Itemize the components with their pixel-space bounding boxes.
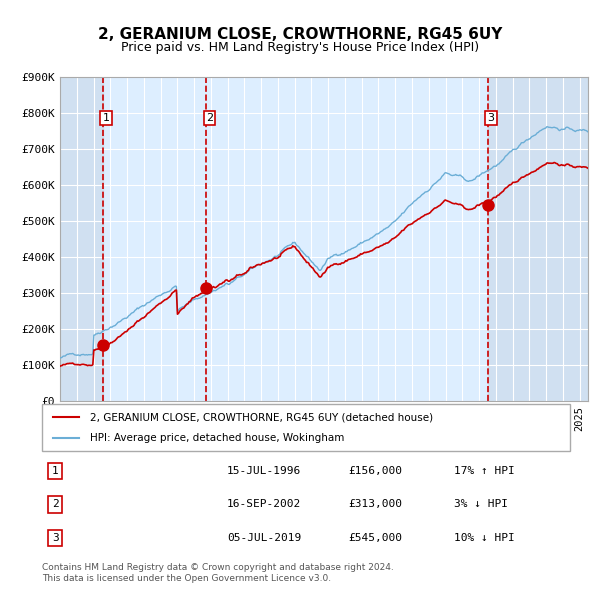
Text: £156,000: £156,000	[348, 466, 402, 476]
Text: 10% ↓ HPI: 10% ↓ HPI	[454, 533, 515, 543]
Text: 2, GERANIUM CLOSE, CROWTHORNE, RG45 6UY: 2, GERANIUM CLOSE, CROWTHORNE, RG45 6UY	[98, 27, 502, 41]
Text: 05-JUL-2019: 05-JUL-2019	[227, 533, 301, 543]
Text: Price paid vs. HM Land Registry's House Price Index (HPI): Price paid vs. HM Land Registry's House …	[121, 41, 479, 54]
Text: 1: 1	[103, 113, 110, 123]
Bar	[60, 77, 103, 401]
Text: 2, GERANIUM CLOSE, CROWTHORNE, RG45 6UY (detached house): 2, GERANIUM CLOSE, CROWTHORNE, RG45 6UY …	[89, 412, 433, 422]
Text: 17% ↑ HPI: 17% ↑ HPI	[454, 466, 515, 476]
Text: Contains HM Land Registry data © Crown copyright and database right 2024.
This d: Contains HM Land Registry data © Crown c…	[42, 563, 394, 583]
Text: 1: 1	[52, 466, 59, 476]
Text: 2: 2	[52, 500, 59, 509]
Text: 3: 3	[488, 113, 494, 123]
Text: £545,000: £545,000	[348, 533, 402, 543]
Text: 2: 2	[206, 113, 213, 123]
Text: 15-JUL-1996: 15-JUL-1996	[227, 466, 301, 476]
Text: £313,000: £313,000	[348, 500, 402, 509]
Text: 16-SEP-2002: 16-SEP-2002	[227, 500, 301, 509]
FancyBboxPatch shape	[42, 404, 570, 451]
Text: 3% ↓ HPI: 3% ↓ HPI	[454, 500, 508, 509]
Text: 3: 3	[52, 533, 59, 543]
Bar	[488, 77, 588, 401]
Text: HPI: Average price, detached house, Wokingham: HPI: Average price, detached house, Woki…	[89, 433, 344, 443]
